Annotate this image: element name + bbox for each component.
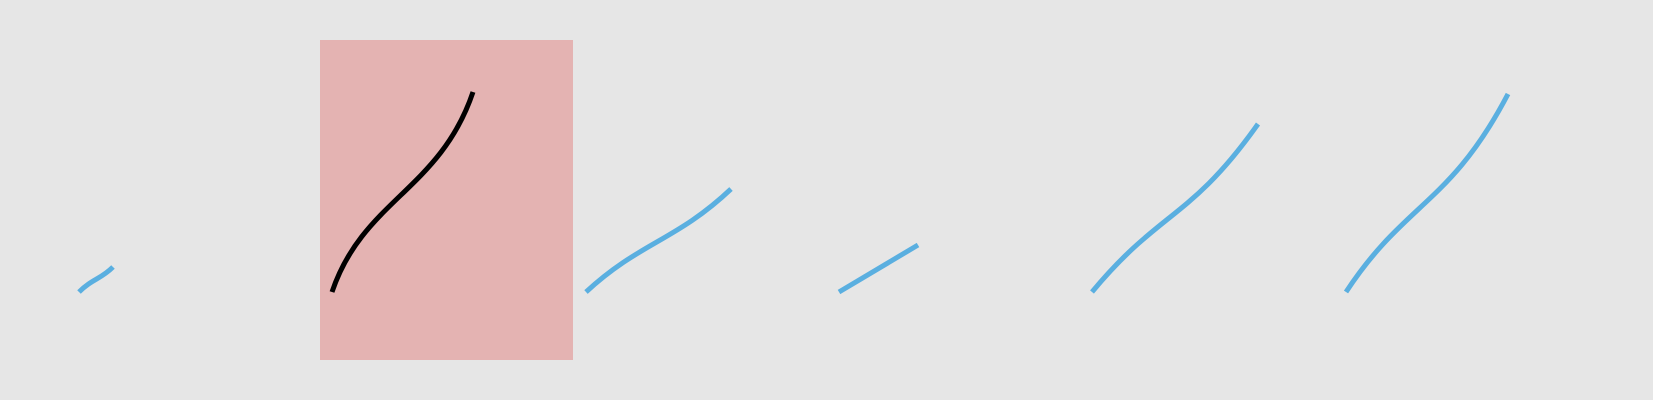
stroke-1[interactable] xyxy=(77,265,115,294)
stroke-2[interactable] xyxy=(329,91,476,293)
stroke-3[interactable] xyxy=(584,187,733,294)
stroke-4[interactable] xyxy=(837,242,920,295)
stroke-6[interactable] xyxy=(1343,92,1511,294)
selection-highlight xyxy=(320,40,573,360)
stroke-5[interactable] xyxy=(1090,122,1261,294)
